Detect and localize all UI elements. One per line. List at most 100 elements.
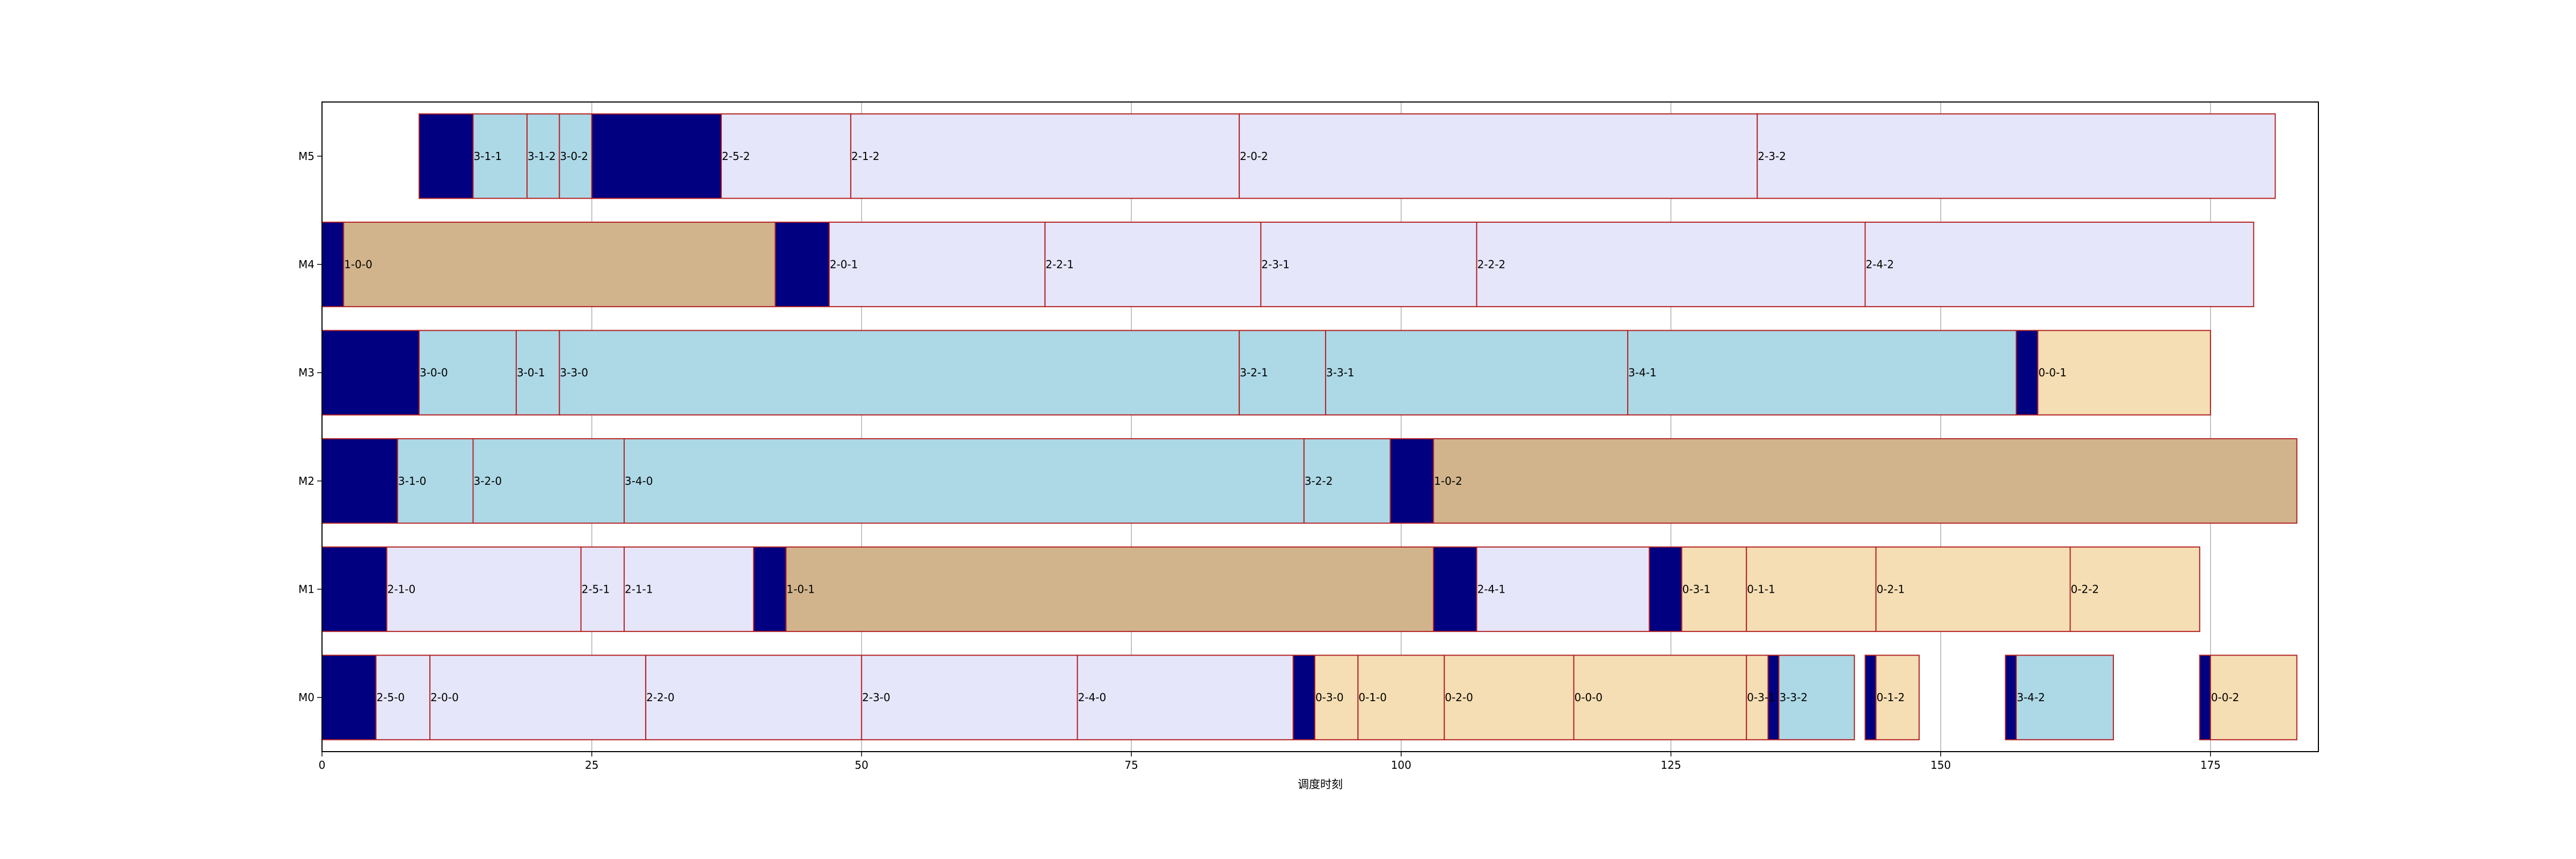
task-label: 0-0-1 [2038,366,2067,379]
task-label: 2-0-2 [1240,150,1268,163]
task-bar [1357,654,1445,740]
task-labels: 2-5-0 2-0-0 2-2-0 2-3-0 2-4-0 0-3-0 0-1-0 0-2-0… [344,150,2239,704]
task-label: 0-3-0 [1315,691,1344,704]
task-label: 0-3-1 [1682,583,1711,596]
task-bar [1875,546,2071,632]
task-label: 3-3-2 [1780,691,1808,704]
task-bar [1476,221,1866,308]
task-label: 3-2-1 [1240,366,1268,379]
task-label: 2-0-1 [830,258,858,271]
task-bar [343,221,776,308]
setup-bar [591,113,722,199]
task-bar [785,546,1435,632]
setup-bar [2004,654,2017,740]
task-label: 1-0-2 [1434,475,1462,487]
task-label: 2-5-0 [377,691,405,704]
task-label: 2-1-0 [387,583,416,596]
task-bar [721,113,852,199]
x-tick-label: 50 [855,759,868,771]
x-tick-label: 100 [1391,759,1411,771]
y-tick-label: M5 [298,150,314,163]
task-bar [624,546,755,632]
task-label: 2-4-2 [1865,258,1894,271]
task-label: 0-0-2 [2211,691,2240,704]
task-bar [472,438,625,524]
task-label: 3-4-2 [2017,691,2045,704]
setup-bar [1649,546,1682,632]
task-bar [472,113,528,199]
task-label: 3-0-2 [560,150,588,163]
y-tick-label: M2 [298,475,314,487]
task-label: 3-0-0 [420,366,448,379]
task-bar [1864,221,2255,308]
task-bar [2037,330,2211,416]
y-tick-label: M1 [298,583,314,596]
task-bar [1746,654,1769,740]
task-label: 0-1-2 [1877,691,1905,704]
task-bar [861,654,1078,740]
setup-bar [1292,654,1315,740]
task-bar [645,654,862,740]
task-label: 2-3-1 [1261,258,1290,271]
task-bars [321,113,2297,740]
task-label: 2-5-1 [582,583,610,596]
task-bar [1239,330,1327,416]
x-tick-label: 125 [1660,759,1681,771]
task-label: 0-2-0 [1445,691,1473,704]
task-label: 2-1-2 [851,150,880,163]
task-bar [1325,330,1629,416]
task-label: 2-5-2 [722,150,750,163]
x-tick-label: 150 [1930,759,1951,771]
task-bar [1746,546,1877,632]
plot-frame [321,101,2319,752]
task-bar [526,113,560,199]
task-bar [1757,113,2276,199]
task-label: 2-3-2 [1758,150,1786,163]
task-label: 0-2-2 [2071,583,2099,596]
task-label: 1-0-1 [787,583,815,596]
task-label: 2-3-0 [862,691,890,704]
task-bar [559,330,1240,416]
task-bar [418,330,517,416]
task-label: 0-1-1 [1747,583,1775,596]
task-label: 3-4-0 [625,475,653,487]
setup-bar [753,546,787,632]
setup-bar [321,654,377,740]
x-tick-label: 175 [2200,759,2221,771]
task-bar [829,221,1046,308]
task-bar [1433,438,2297,524]
setup-bar [321,546,387,632]
setup-bar [321,438,398,524]
task-bar [559,113,592,199]
task-label: 3-0-1 [517,366,545,379]
task-label: 0-3-1 [1747,691,1775,704]
task-label: 2-4-1 [1477,583,1506,596]
x-tick-label: 0 [319,759,326,771]
y-tick-label: M0 [298,691,314,704]
setup-bar [774,221,830,308]
task-label: 3-1-0 [398,475,427,487]
task-bar [386,546,582,632]
x-axis-label: 调度时刻 [1298,778,1343,791]
setup-bar [1864,654,1877,740]
y-axis: M0 M1 M2 M3 M4 M5 [298,150,322,704]
y-tick-label: M4 [298,258,314,271]
setup-bar [2199,654,2211,740]
task-label: 3-2-2 [1305,475,1333,487]
task-label: 2-2-1 [1045,258,1074,271]
task-label: 2-1-1 [625,583,653,596]
task-bar [1573,654,1747,740]
task-bar [1077,654,1294,740]
task-bar [1681,546,1747,632]
task-label: 3-2-0 [474,475,502,487]
task-bar [1260,221,1477,308]
task-label: 3-3-1 [1326,366,1355,379]
setup-bar [321,221,345,308]
task-bar [375,654,431,740]
setup-bar [1433,546,1477,632]
x-axis: 0 25 50 75 100 125 150 175 [319,752,2221,771]
task-bar [1875,654,1920,740]
task-bar [2069,546,2200,632]
task-label: 2-2-2 [1477,258,1506,271]
task-label: 3-1-1 [474,150,502,163]
